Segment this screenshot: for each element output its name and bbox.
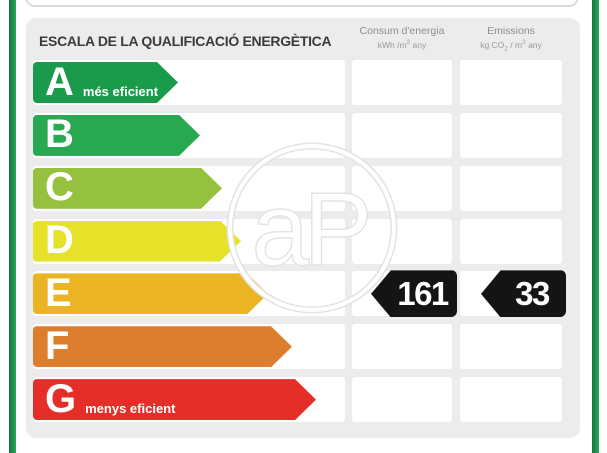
rating-row: D (26, 218, 580, 264)
rating-bar: F (33, 326, 292, 367)
rating-note: menys eficient (85, 401, 176, 417)
consum-cell (352, 377, 452, 423)
rating-letter: G (45, 376, 77, 421)
emissions-cell (460, 377, 562, 423)
emissions-column-units: kg CO2 / m2 any (480, 39, 542, 53)
rating-letter: E (45, 270, 72, 315)
frame-left-bar (9, 0, 16, 453)
consum-cell (352, 112, 452, 158)
frame-right-bar (592, 0, 599, 453)
rating-row: G menys eficient (26, 377, 580, 423)
rating-bar: C (33, 168, 222, 209)
emissions-cell (460, 112, 562, 158)
consum-cell (352, 324, 452, 370)
rating-row: C (26, 165, 580, 211)
rating-letter: A (45, 59, 74, 104)
scale-bar-cell: G menys eficient (33, 377, 345, 423)
consum-column-label: Consum d'energia (359, 25, 445, 37)
rating-letter: B (45, 112, 74, 157)
scale-bar-cell: A més eficient (33, 60, 345, 105)
rating-bar: A més eficient (33, 62, 178, 103)
emissions-cell (460, 218, 562, 264)
scale-bar-cell: D (33, 218, 345, 264)
rating-bar: E (33, 273, 268, 314)
consum-cell (352, 218, 452, 264)
rating-row: A més eficient (26, 60, 580, 105)
consum-column-units: kWh /m2 any (377, 39, 427, 50)
panel-title: ESCALA DE LA QUALIFICACIÓ ENERGÈTICA (39, 33, 332, 49)
emissions-cell (460, 165, 562, 211)
rating-bar: D (33, 221, 241, 262)
rating-panel: ESCALA DE LA QUALIFICACIÓ ENERGÈTICA Con… (26, 18, 580, 438)
rating-bar: B (33, 115, 200, 156)
rating-letter: C (45, 165, 74, 210)
top-panel-edge (25, 0, 579, 7)
scale-bar-cell: B (33, 112, 345, 158)
emissions-cell (460, 60, 562, 105)
rating-note: més eficient (82, 84, 159, 99)
rating-letter: F (45, 323, 70, 368)
emissions-column-header: Emissions kg CO2 / m2 any (460, 25, 562, 53)
consum-column-header: Consum d'energia kWh /m2 any (352, 25, 452, 50)
consum-cell (352, 60, 452, 105)
emissions-cell (460, 324, 562, 370)
consum-cell (352, 165, 452, 211)
emissions-column-label: Emissions (487, 25, 535, 37)
scale-bar-cell: E (33, 271, 345, 317)
rating-bar: G menys eficient (33, 379, 316, 420)
scale-bar-cell: F (33, 324, 345, 370)
emissions-value-badge: 33 (481, 270, 566, 318)
rating-letter: D (45, 218, 74, 263)
rating-row: F (26, 324, 580, 370)
scale-bar-cell: C (33, 165, 345, 211)
rating-row: B (26, 112, 580, 158)
